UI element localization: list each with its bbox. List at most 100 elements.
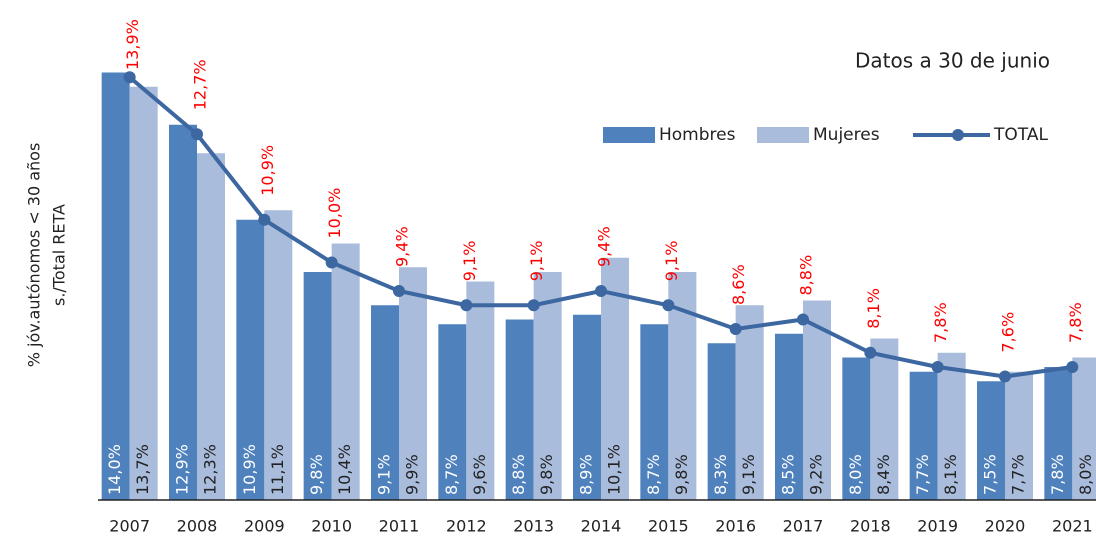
bar-value-label: 7,5% (981, 454, 1000, 495)
x-tick-label: 2019 (917, 517, 958, 536)
bar-value-label: 8,7% (442, 454, 461, 495)
bar-value-label: 7,7% (913, 454, 932, 495)
total-marker (191, 128, 203, 141)
total-marker (595, 285, 607, 297)
total-marker (999, 370, 1011, 383)
bar-value-label: 10,9% (240, 444, 259, 495)
bar (1072, 357, 1096, 500)
bar-value-label: 9,8% (307, 454, 326, 495)
x-tick-label: 2018 (850, 517, 891, 536)
total-marker (325, 256, 338, 269)
y-axis-label: % jóv.autónomos < 30 años (25, 143, 44, 368)
bar-value-label: 7,7% (1009, 454, 1028, 495)
y-axis-label: s./Total RETA (50, 204, 69, 306)
bar-value-label: 13,7% (133, 444, 152, 495)
bar (870, 338, 899, 500)
bar-value-label: 10,1% (605, 444, 624, 495)
total-marker (729, 323, 742, 335)
bar-value-label: 8,4% (874, 454, 893, 495)
bar-value-label: 8,7% (644, 454, 663, 495)
total-marker (258, 213, 271, 226)
bar (197, 153, 225, 500)
x-tick-label: 2015 (648, 517, 689, 536)
bar (573, 314, 601, 500)
legend-marker (952, 129, 964, 141)
bar (101, 72, 130, 500)
x-tick-label: 2008 (177, 517, 218, 536)
total-value-label: 7,8% (931, 302, 950, 343)
bar (909, 371, 938, 500)
bar (842, 357, 871, 500)
total-marker (864, 346, 877, 359)
x-tick-label: 2017 (783, 517, 824, 536)
total-value-label: 7,6% (999, 312, 1018, 353)
x-tick-label: 2011 (379, 517, 420, 536)
total-value-label: 9,4% (595, 226, 614, 267)
bar-value-label: 9,6% (470, 454, 489, 495)
bar-value-label: 8,8% (509, 454, 528, 495)
x-tick-label: 2013 (513, 517, 554, 536)
total-marker (527, 299, 540, 312)
total-marker (1066, 361, 1079, 373)
total-value-label: 13,9% (123, 19, 142, 70)
x-tick-label: 2021 (1052, 517, 1093, 536)
total-value-label: 8,6% (729, 264, 748, 305)
bar (438, 324, 467, 500)
bar (399, 267, 427, 500)
bar (264, 210, 293, 500)
bar-value-label: 11,1% (268, 444, 287, 495)
bar (1005, 371, 1033, 500)
total-value-label: 8,1% (864, 288, 883, 329)
total-marker (662, 299, 675, 312)
total-value-label: 7,8% (1066, 302, 1085, 343)
bar-value-label: 9,8% (672, 454, 691, 495)
bar (977, 381, 1005, 500)
bar-value-label: 8,0% (846, 454, 865, 495)
bar-value-label: 9,1% (739, 454, 758, 495)
x-tick-label: 2020 (985, 517, 1026, 536)
x-tick-label: 2014 (581, 517, 622, 536)
bar (331, 243, 360, 500)
bar-value-label: 8,1% (941, 454, 960, 495)
total-value-label: 8,8% (797, 255, 816, 296)
x-tick-label: 2007 (109, 517, 150, 536)
bar (775, 333, 803, 500)
total-marker (931, 361, 944, 373)
bar-value-label: 9,9% (403, 454, 422, 495)
bar-value-label: 7,8% (1048, 454, 1067, 495)
bar (735, 305, 764, 500)
bar-value-label: 10,4% (335, 444, 354, 495)
bar-value-label: 9,1% (375, 454, 394, 495)
total-value-label: 9,1% (662, 241, 681, 282)
bar-value-label: 12,3% (201, 444, 220, 495)
legend-label: Mujeres (813, 125, 880, 145)
total-marker (123, 71, 136, 84)
bar (129, 86, 158, 500)
total-marker (460, 299, 473, 312)
total-value-label: 10,0% (325, 188, 344, 239)
bar (505, 319, 534, 500)
bar-value-label: 8,3% (711, 454, 730, 495)
bar (466, 281, 495, 500)
total-value-label: 12,7% (191, 59, 210, 110)
bar (371, 305, 399, 500)
bar-value-label: 14,0% (105, 444, 124, 495)
bar-value-label: 8,9% (577, 454, 596, 495)
x-tick-label: 2012 (446, 517, 487, 536)
x-tick-label: 2016 (715, 517, 756, 536)
bar (707, 343, 736, 500)
bar (236, 219, 265, 500)
bar-value-label: 9,2% (807, 454, 826, 495)
bar (601, 257, 629, 500)
bar (533, 272, 562, 500)
bar (1044, 367, 1073, 500)
legend-label: Hombres (659, 125, 736, 145)
legend-swatch (603, 127, 655, 143)
bar (803, 300, 831, 500)
bar-value-label: 8,0% (1076, 454, 1095, 495)
bar (169, 124, 197, 500)
total-value-label: 10,9% (258, 145, 277, 196)
bar (937, 352, 966, 500)
x-tick-label: 2010 (311, 517, 352, 536)
